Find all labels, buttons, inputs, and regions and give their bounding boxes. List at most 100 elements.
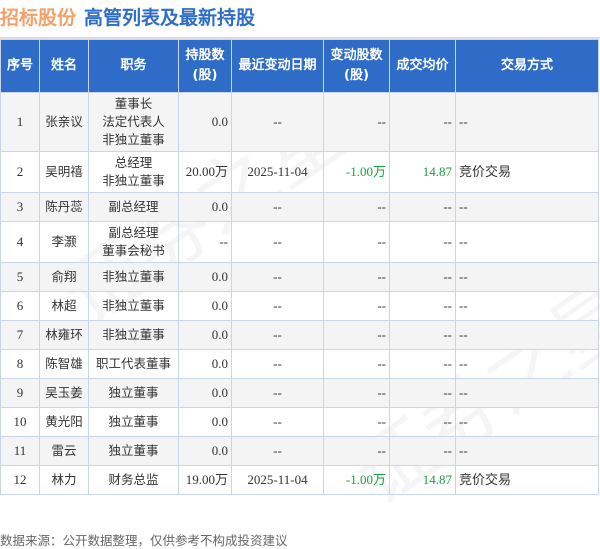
cell-roles: 独立董事: [88, 436, 179, 466]
cell-roles: 财务总监: [88, 465, 179, 495]
cell-no: 3: [0, 192, 40, 222]
cell-change: --: [323, 291, 390, 321]
cell-price: --: [389, 320, 456, 350]
cell-name: 雷云: [39, 436, 89, 466]
cell-price: --: [389, 192, 456, 222]
cell-method: --: [455, 92, 599, 152]
column-header: 交易方式: [455, 39, 599, 93]
cell-price: --: [389, 291, 456, 321]
cell-roles: 总经理 非独立董事: [88, 151, 179, 193]
cell-change: --: [323, 378, 390, 408]
cell-name: 林超: [39, 291, 89, 321]
cell-name: 陈丹蕊: [39, 192, 89, 222]
role-label: 独立董事: [108, 414, 159, 429]
cell-no: 5: [0, 262, 40, 292]
table-row: 10 黄光阳 独立董事 0.0 -- -- -- --: [0, 407, 599, 437]
cell-price: --: [389, 407, 456, 437]
cell-change: --: [323, 221, 390, 263]
cell-price: --: [389, 92, 456, 152]
executive-table-wrapper: 序号 姓名 职务 持股数 (股) 最近变动日期 变动股数 (股) 成交均价 交易方式 1 张亲议…: [0, 37, 600, 495]
cell-roles: 非独立董事: [88, 262, 179, 292]
table-row: 2 吴明禧 总经理 非独立董事 20.00万 2025-11-04 -1.00万 14.87 竞…: [0, 151, 599, 193]
cell-date: 2025-11-04: [231, 465, 324, 495]
table-row: 7 林雍环 非独立董事 0.0 -- -- -- --: [0, 320, 599, 350]
cell-method: 竞价交易: [455, 151, 599, 193]
cell-change: --: [323, 262, 390, 292]
cell-name: 林力: [39, 465, 89, 495]
company-name: 招标股份: [0, 7, 77, 29]
cell-shares: 0.0: [178, 407, 232, 437]
cell-name: 张亲议: [39, 92, 89, 152]
cell-method: --: [455, 349, 599, 379]
table-row: 6 林超 非独立董事 0.0 -- -- -- --: [0, 291, 599, 321]
cell-price: --: [389, 436, 456, 466]
cell-price: --: [389, 378, 456, 408]
cell-date: --: [231, 262, 324, 292]
cell-change: --: [323, 407, 390, 437]
cell-date: --: [231, 92, 324, 152]
cell-shares: --: [178, 221, 232, 263]
cell-change: --: [323, 92, 390, 152]
role-label: 非独立董事: [102, 327, 165, 342]
cell-roles: 非独立董事: [88, 291, 179, 321]
column-header: 序号: [0, 39, 40, 93]
cell-change: --: [323, 349, 390, 379]
cell-name: 李灏: [39, 221, 89, 263]
cell-no: 4: [0, 221, 40, 263]
role-label: 副总经理: [108, 199, 159, 214]
cell-method: --: [455, 192, 599, 222]
cell-no: 6: [0, 291, 40, 321]
role-label: 非独立董事: [102, 132, 165, 147]
table-row: 5 俞翔 非独立董事 0.0 -- -- -- --: [0, 262, 599, 292]
table-row: 4 李灏 副总经理 董事会秘书 -- -- -- -- --: [0, 221, 599, 263]
cell-date: --: [231, 291, 324, 321]
cell-no: 12: [0, 465, 40, 495]
role-label: 总经理: [114, 155, 153, 170]
cell-name: 吴玉姜: [39, 378, 89, 408]
cell-price: 14.87: [389, 465, 456, 495]
role-label: 董事长: [114, 96, 153, 111]
cell-roles: 董事长 法定代表人 非独立董事: [88, 92, 179, 152]
table-header-row: 序号 姓名 职务 持股数 (股) 最近变动日期 变动股数 (股) 成交均价 交易方式: [0, 39, 599, 93]
cell-shares: 0.0: [178, 378, 232, 408]
cell-roles: 独立董事: [88, 407, 179, 437]
role-label: 财务总监: [108, 472, 159, 487]
role-label: 职工代表董事: [95, 356, 171, 371]
cell-change: -1.00万: [323, 465, 390, 495]
cell-date: --: [231, 436, 324, 466]
role-label: 副总经理: [108, 225, 159, 240]
page-subtitle: 高管列表及最新持股: [84, 7, 256, 29]
cell-price: --: [389, 221, 456, 263]
cell-name: 俞翔: [39, 262, 89, 292]
cell-roles: 副总经理: [88, 192, 179, 222]
table-row: 1 张亲议 董事长 法定代表人 非独立董事 0.0 -- -- -- --: [0, 92, 599, 152]
table-row: 8 陈智雄 职工代表董事 0.0 -- -- -- --: [0, 349, 599, 379]
cell-roles: 副总经理 董事会秘书: [88, 221, 179, 263]
role-label: 独立董事: [108, 443, 159, 458]
column-header: 职务: [88, 39, 179, 93]
table-row: 11 雷云 独立董事 0.0 -- -- -- --: [0, 436, 599, 466]
cell-price: 14.87: [389, 151, 456, 193]
cell-method: --: [455, 262, 599, 292]
role-label: 非独立董事: [102, 298, 165, 313]
cell-date: --: [231, 407, 324, 437]
role-label: 董事会秘书: [102, 243, 165, 258]
cell-change: --: [323, 192, 390, 222]
cell-roles: 非独立董事: [88, 320, 179, 350]
cell-no: 7: [0, 320, 40, 350]
cell-no: 10: [0, 407, 40, 437]
cell-date: --: [231, 349, 324, 379]
cell-method: --: [455, 378, 599, 408]
cell-roles: 独立董事: [88, 378, 179, 408]
executive-table: 序号 姓名 职务 持股数 (股) 最近变动日期 变动股数 (股) 成交均价 交易方式 1 张亲议…: [0, 39, 599, 495]
table-row: 12 林力 财务总监 19.00万 2025-11-04 -1.00万 14.87 竞价交易: [0, 465, 599, 495]
cell-method: --: [455, 291, 599, 321]
cell-name: 林雍环: [39, 320, 89, 350]
cell-shares: 20.00万: [178, 151, 232, 193]
cell-date: --: [231, 192, 324, 222]
cell-shares: 19.00万: [178, 465, 232, 495]
role-label: 非独立董事: [102, 173, 165, 188]
cell-name: 吴明禧: [39, 151, 89, 193]
cell-no: 9: [0, 378, 40, 408]
table-row: 9 吴玉姜 独立董事 0.0 -- -- -- --: [0, 378, 599, 408]
